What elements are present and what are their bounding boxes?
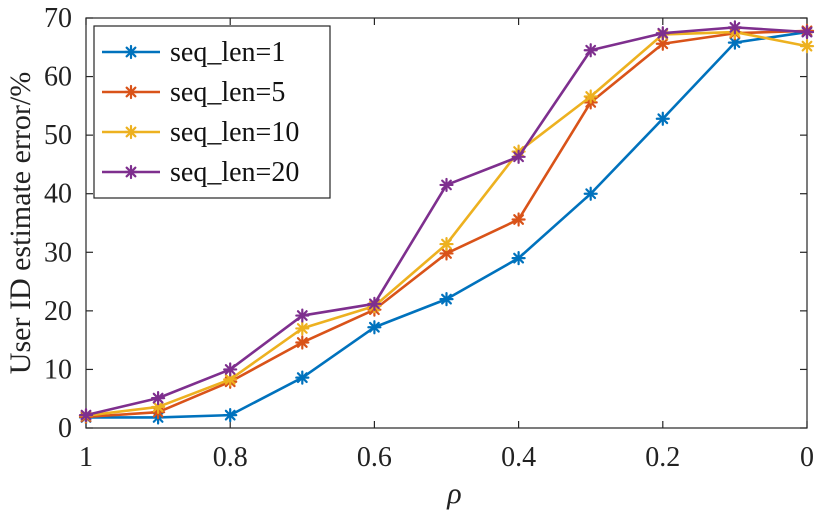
data-point-seq-len-20 <box>583 43 598 58</box>
y-tick-label: 0 <box>58 413 72 444</box>
data-point-seq-len-1 <box>223 408 238 423</box>
data-point-seq-len-10 <box>295 321 310 336</box>
data-point-seq-len-1 <box>295 370 310 385</box>
y-tick-label: 30 <box>44 237 72 268</box>
x-tick-label: 1 <box>79 442 93 473</box>
data-point-seq-len-20 <box>727 20 743 35</box>
data-point-seq-len-20 <box>439 177 454 193</box>
y-tick-label: 10 <box>44 354 72 385</box>
data-point-seq-len-5 <box>295 335 310 350</box>
x-tick-label: 0.2 <box>645 442 680 473</box>
legend-item: seq_len=10 <box>102 117 299 148</box>
data-point-seq-len-10 <box>799 39 815 54</box>
data-point-seq-len-20 <box>655 26 670 41</box>
x-tick-label: 0.6 <box>357 442 392 473</box>
x-axis-label: ρ <box>446 477 461 510</box>
data-point-seq-len-20 <box>799 24 815 40</box>
legend-item: seq_len=20 <box>102 157 299 188</box>
x-tick-label: 0 <box>800 442 814 473</box>
data-point-seq-len-10 <box>583 89 598 104</box>
data-point-seq-len-1 <box>583 186 598 201</box>
y-tick-label: 20 <box>44 296 72 327</box>
data-point-seq-len-20 <box>151 391 166 406</box>
data-point-seq-len-10 <box>439 236 454 252</box>
legend-label: seq_len=10 <box>170 117 299 148</box>
data-point-seq-len-5 <box>511 212 526 227</box>
legend-marker <box>123 84 139 100</box>
data-point-seq-len-1 <box>439 292 454 307</box>
x-tick-label: 0.4 <box>501 442 536 473</box>
legend-marker <box>123 124 139 140</box>
legend-label: seq_len=5 <box>170 77 285 108</box>
y-tick-label: 50 <box>44 120 72 151</box>
data-point-seq-len-1 <box>511 251 526 266</box>
legend: seq_len=1 seq_len=5 seq_len=10 seq_len=20 <box>93 25 331 199</box>
data-point-seq-len-1 <box>367 320 382 335</box>
data-point-seq-len-20 <box>223 362 238 377</box>
data-point-seq-len-10 <box>151 399 166 415</box>
legend-marker <box>123 164 139 180</box>
y-tick-label: 40 <box>44 179 72 210</box>
data-point-seq-len-20 <box>295 308 310 323</box>
y-axis: 0 10 20 30 40 50 60 70 <box>44 3 807 444</box>
legend-label: seq_len=1 <box>170 37 285 68</box>
data-point-seq-len-1 <box>655 111 670 126</box>
legend-item: seq_len=1 <box>102 37 285 68</box>
y-tick-label: 60 <box>44 62 72 93</box>
x-tick-label: 0.8 <box>213 442 248 473</box>
series-seq-len-20 <box>78 20 815 423</box>
y-tick-label: 70 <box>44 3 72 34</box>
x-axis: 1 0.8 0.6 0.4 0.2 0 <box>79 18 814 473</box>
legend-item: seq_len=5 <box>102 77 285 108</box>
data-point-seq-len-20 <box>511 149 526 164</box>
legend-marker <box>123 44 139 60</box>
y-axis-label: User ID estimate error/% <box>4 72 37 374</box>
data-point-seq-len-20 <box>78 408 94 423</box>
data-point-seq-len-20 <box>367 296 382 311</box>
legend-label: seq_len=20 <box>170 157 299 188</box>
